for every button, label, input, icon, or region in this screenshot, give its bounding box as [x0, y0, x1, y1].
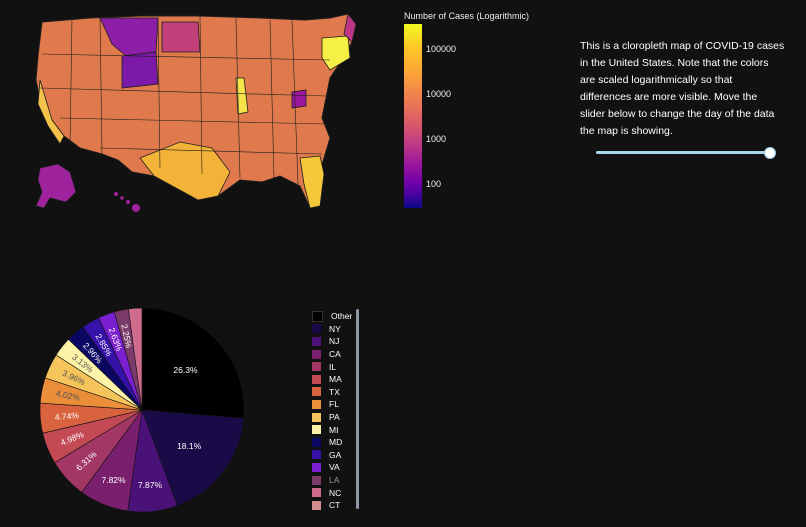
pie-slice-other[interactable]: [141, 307, 245, 419]
us-choropleth-map[interactable]: [30, 8, 380, 218]
legend-swatch: [312, 387, 321, 397]
state-ca[interactable]: [37, 79, 65, 145]
state-wy[interactable]: [121, 51, 159, 89]
pie-legend[interactable]: Other NY NJ CA IL MA TX FL PA MI MD GA VA LA NC CT: [312, 310, 372, 512]
colorbar: [404, 24, 422, 208]
legend-swatch: [312, 362, 321, 372]
pie-chart[interactable]: 26.3% 18.1% 7.87% 7.82% 6.31% 4.98% 4.74% 4.02%…: [38, 289, 288, 518]
legend-swatch: [312, 462, 321, 472]
legend-item-la[interactable]: LA: [312, 474, 372, 487]
pie-label-tx: 4.74%: [54, 410, 79, 422]
state-il[interactable]: [235, 77, 249, 115]
legend-item-fl[interactable]: FL: [312, 398, 372, 411]
legend-item-ny[interactable]: NY: [312, 323, 372, 336]
legend-label: MD: [329, 437, 343, 448]
state-tx[interactable]: [139, 141, 231, 201]
legend-swatch: [312, 488, 321, 498]
legend-label: CA: [329, 349, 341, 360]
legend-item-va[interactable]: VA: [312, 461, 372, 474]
legend-swatch: [312, 425, 321, 435]
legend-item-ga[interactable]: GA: [312, 449, 372, 462]
legend-label: NY: [329, 323, 341, 334]
legend-swatch: [312, 336, 321, 346]
legend-swatch: [312, 500, 321, 510]
legend-item-ma[interactable]: MA: [312, 373, 372, 386]
pie-label-fl: 4.02%: [55, 388, 81, 403]
state-wv[interactable]: [291, 89, 307, 109]
legend-item-other[interactable]: Other: [312, 310, 372, 323]
legend-label: VA: [329, 462, 340, 473]
legend-item-pa[interactable]: PA: [312, 411, 372, 424]
state-borders: [39, 15, 331, 185]
legend-item-ca[interactable]: CA: [312, 348, 372, 361]
colorbar-title: Number of Cases (Logarithmic): [404, 11, 530, 21]
legend-swatch: [312, 399, 321, 409]
state-ny[interactable]: [321, 35, 351, 71]
legend-label: LA: [329, 475, 340, 486]
colorbar-tick: 100000: [426, 44, 457, 54]
us-map-svg: [35, 13, 357, 212]
legend-item-nc[interactable]: NC: [312, 486, 372, 499]
legend-scrollbar[interactable]: [356, 309, 359, 509]
legend-swatch: [312, 374, 321, 384]
state-me[interactable]: [343, 13, 357, 43]
pie-svg: 26.3%18.1%7.87%7.82%6.31%4.98%4.74%4.02%…: [39, 289, 245, 513]
pie-slice-nc[interactable]: [128, 307, 143, 411]
state-hi[interactable]: [114, 192, 140, 212]
legend-swatch: [312, 324, 321, 334]
legend-label: TX: [329, 386, 340, 397]
legend-item-ct[interactable]: CT: [312, 499, 372, 512]
legend-label: CT: [329, 500, 341, 511]
colorbar-tick: 1000: [426, 134, 447, 144]
legend-item-md[interactable]: MD: [312, 436, 372, 449]
pie-label-other: 26.3%: [173, 365, 198, 375]
state-nd[interactable]: [161, 21, 201, 53]
legend-label: Other: [331, 311, 353, 322]
legend-label: FL: [329, 399, 339, 410]
pie-label-la: 2.25%: [119, 323, 134, 349]
slider-thumb[interactable]: [764, 147, 776, 159]
legend-label: NC: [329, 487, 342, 498]
legend-label: NJ: [329, 336, 340, 347]
colorbar-tick: 100: [426, 179, 442, 189]
legend-swatch: [312, 412, 321, 422]
legend-swatch: [312, 310, 323, 322]
day-slider[interactable]: [596, 146, 776, 160]
legend-label: MI: [329, 424, 339, 435]
map-description: This is a cloropleth map of COVID-19 cas…: [580, 40, 785, 137]
legend-swatch: [312, 437, 321, 447]
colorbar-tick: 10000: [426, 89, 452, 99]
legend-label: PA: [329, 412, 340, 423]
legend-label: GA: [329, 449, 342, 460]
pie-label-ny: 18.1%: [177, 441, 202, 451]
legend-swatch: [312, 475, 321, 485]
legend-swatch: [312, 349, 321, 359]
state-fl[interactable]: [299, 155, 325, 209]
legend-item-il[interactable]: IL: [312, 360, 372, 373]
legend-item-mi[interactable]: MI: [312, 423, 372, 436]
legend-label: MA: [329, 374, 342, 385]
pie-slice-ny[interactable]: [141, 409, 244, 507]
legend-swatch: [312, 450, 321, 460]
legend-item-nj[interactable]: NJ: [312, 335, 372, 348]
legend-label: IL: [329, 361, 337, 372]
state-ak[interactable]: [35, 163, 77, 209]
pie-label-ca: 7.82%: [101, 475, 126, 485]
slider-track[interactable]: [596, 151, 768, 154]
pie-label-nj: 7.87%: [138, 480, 163, 490]
legend-item-tx[interactable]: TX: [312, 386, 372, 399]
